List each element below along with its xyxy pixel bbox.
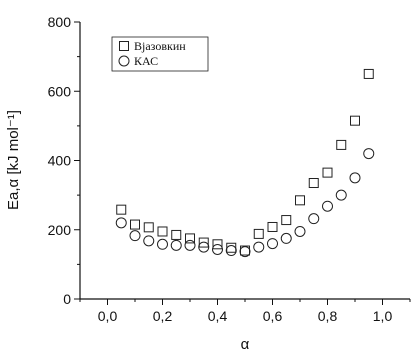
circle-point (267, 238, 278, 250)
circle-point (129, 230, 141, 242)
y-tick-label: 400 (48, 153, 72, 169)
square-point (363, 68, 374, 79)
x-tick-label: 0,6 (263, 308, 283, 324)
square-point (171, 229, 182, 240)
square-point (157, 226, 168, 237)
x-tick-label: 1,0 (373, 308, 393, 324)
square-point (143, 222, 154, 233)
axes (79, 22, 410, 300)
x-tick-label: 0,8 (318, 308, 338, 324)
square-point (116, 204, 127, 215)
square-point (226, 242, 237, 253)
circle-point (212, 243, 223, 255)
square-point (350, 115, 360, 126)
square-point (198, 237, 209, 248)
square-point (336, 139, 347, 150)
legend-circle-marker (118, 55, 130, 67)
legend-label-kas: КАС (134, 54, 158, 68)
square-point (253, 228, 264, 239)
circle-point (363, 148, 375, 160)
legend-label-vyazovkin: Вјазовкин (134, 39, 186, 53)
square-point (130, 219, 140, 230)
legend-box (111, 36, 209, 72)
legend-swatch-vyazovkin (119, 41, 129, 51)
y-tick-label: 600 (48, 83, 72, 99)
circle-point (294, 225, 306, 237)
circle-point (322, 200, 333, 212)
x-tick-label: 0,2 (153, 308, 173, 324)
circle-point (308, 213, 320, 225)
ticks: 0 200 400 600 800 0,0 0,2 0,4 0,6 0,8 1,0 (48, 14, 411, 324)
circle-point (184, 239, 196, 251)
circle-point (335, 189, 347, 201)
series-vyazovkin (116, 68, 374, 256)
x-tick-label: 0,4 (208, 308, 228, 324)
x-axis-title: α (241, 336, 250, 353)
y-axis-title: Ea,α [kJ mol⁻¹] (5, 110, 22, 210)
y-tick-label: 200 (48, 222, 72, 238)
circle-point (280, 232, 292, 244)
series-kas (115, 148, 375, 258)
legend-square-marker (119, 41, 129, 51)
y-tick-label: 0 (63, 291, 71, 307)
legend-swatch-kas (118, 55, 130, 67)
square-point (322, 167, 333, 178)
circle-point (157, 238, 168, 250)
square-point (267, 221, 278, 232)
square-point (281, 215, 292, 226)
legend: Вјазовкин КАС (111, 36, 209, 72)
square-point (308, 178, 319, 189)
y-tick-label: 800 (48, 14, 72, 30)
square-point (185, 233, 195, 244)
circle-point (198, 241, 210, 253)
circle-point (143, 235, 155, 247)
data-marks (115, 68, 375, 258)
square-point (212, 239, 223, 250)
x-tick-label: 0,0 (98, 308, 118, 324)
circle-point (115, 217, 127, 229)
circle-point (225, 245, 237, 257)
circle-point (253, 241, 265, 253)
circle-point (170, 239, 182, 251)
circle-point (349, 172, 361, 184)
square-point (295, 195, 305, 206)
circle-point (239, 246, 251, 258)
